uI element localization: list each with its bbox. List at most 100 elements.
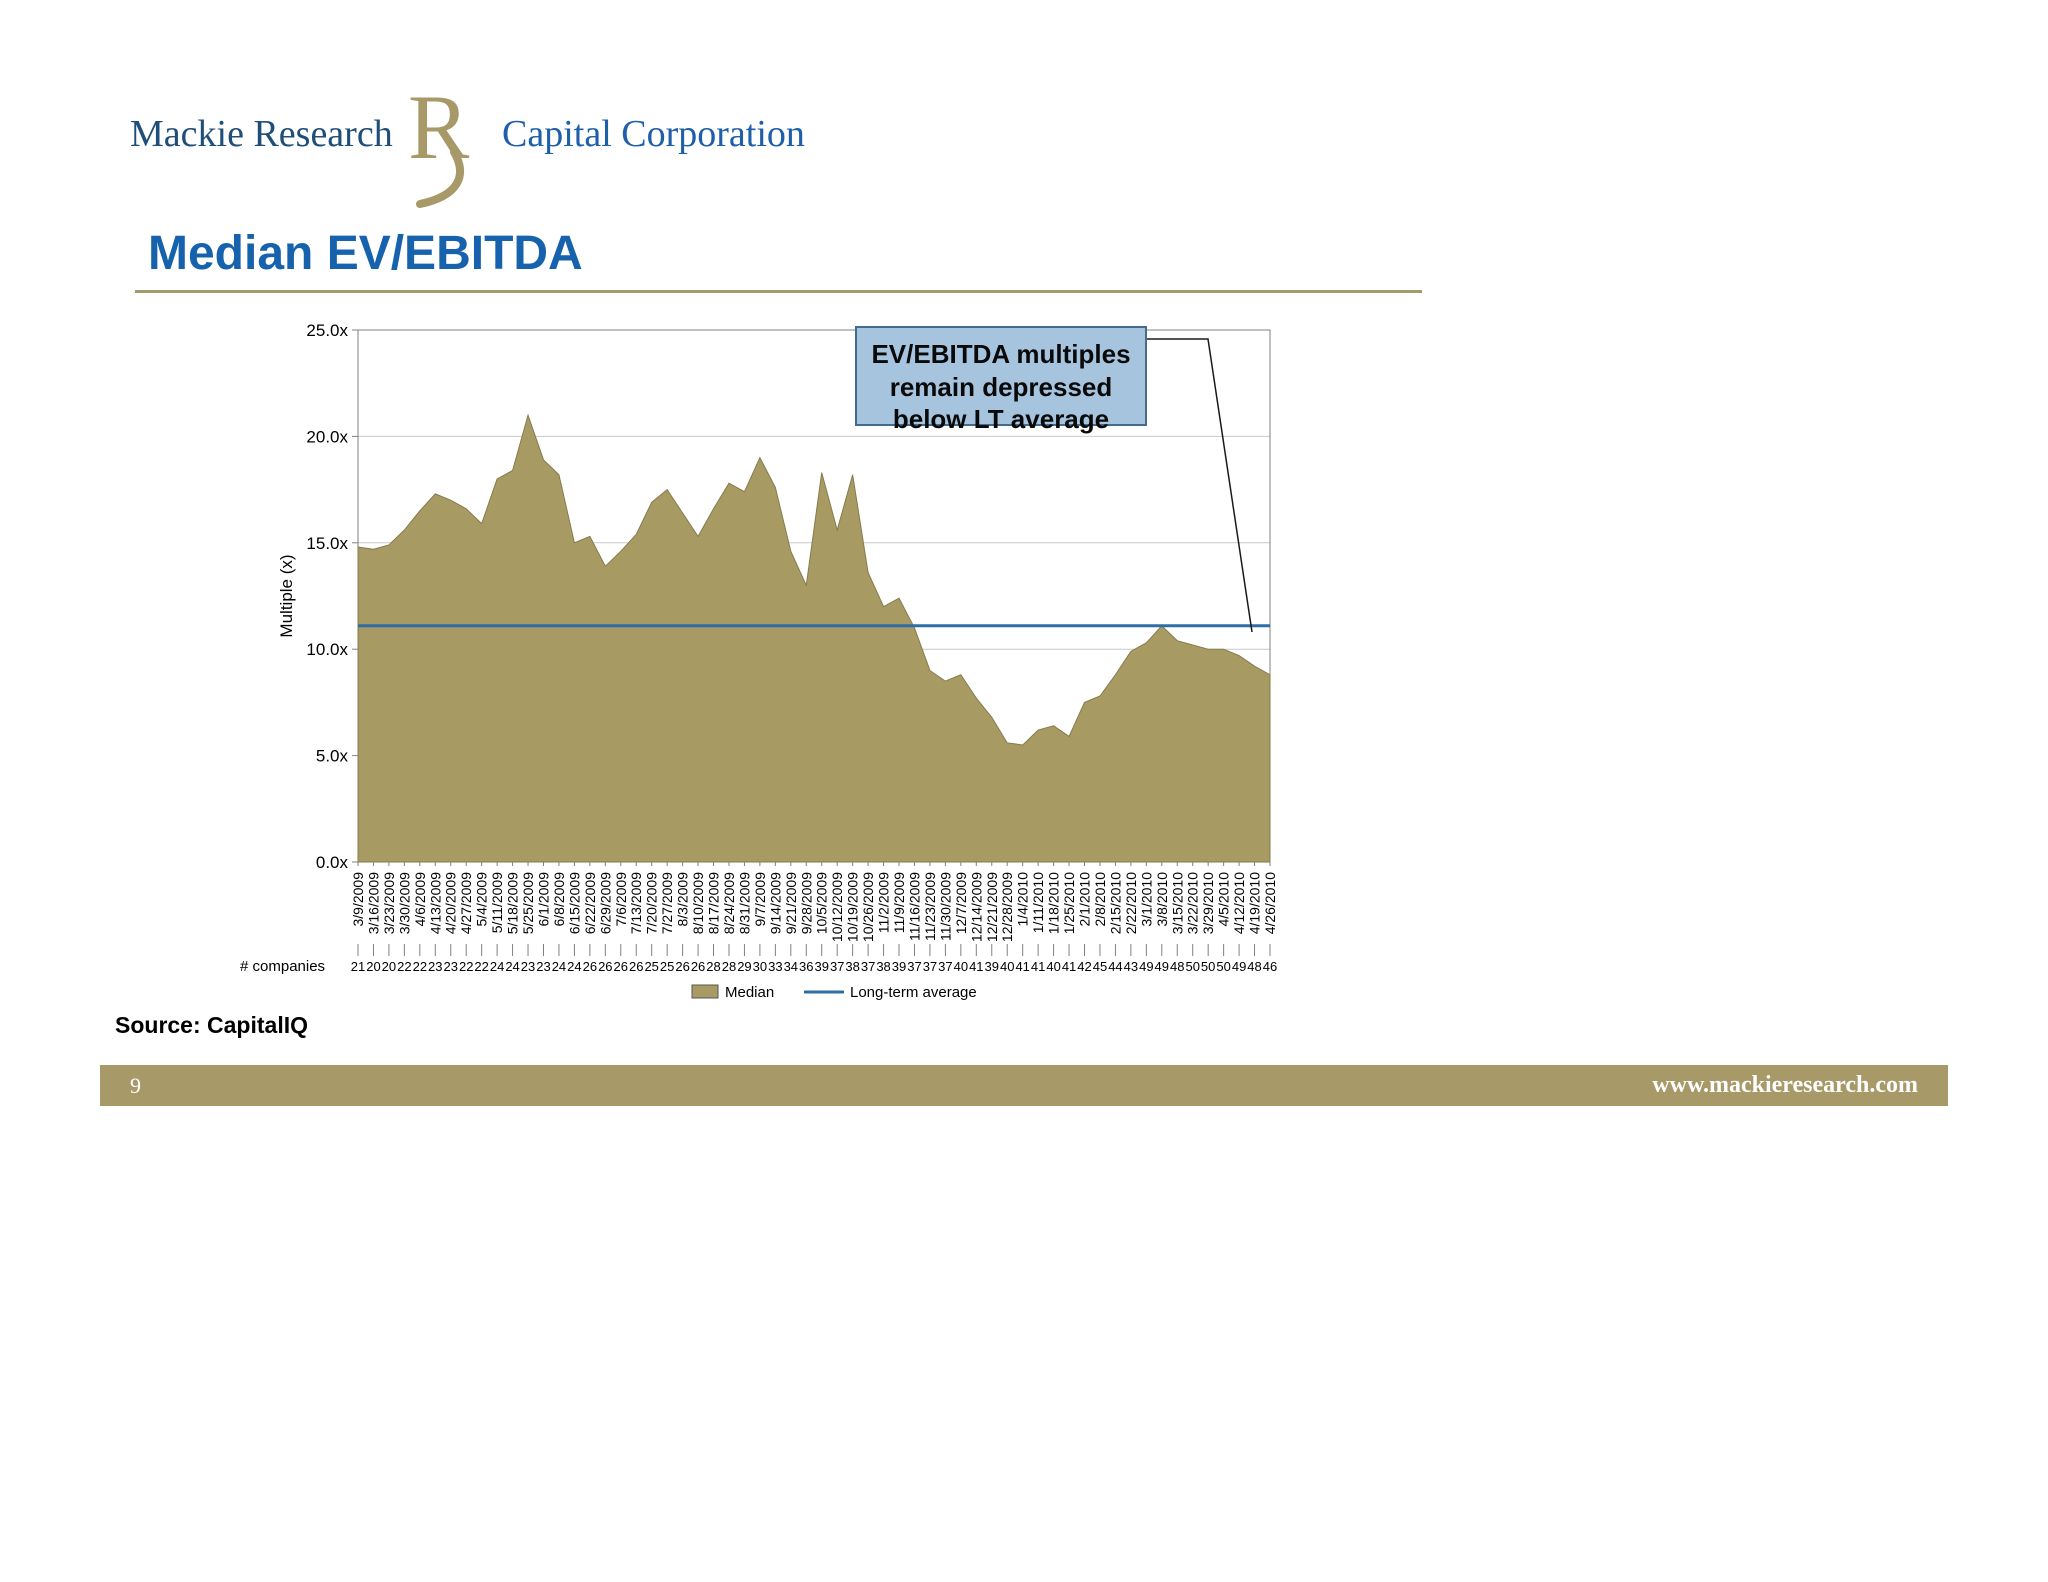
companies-count: 49 bbox=[1155, 959, 1169, 974]
companies-count: 40 bbox=[954, 959, 968, 974]
companies-count: 20 bbox=[382, 959, 396, 974]
companies-count: 23 bbox=[428, 959, 442, 974]
y-axis-title: Multiple (x) bbox=[277, 554, 296, 637]
x-tick-label: 8/31/2009 bbox=[736, 872, 752, 934]
x-tick-label: 12/7/2009 bbox=[953, 872, 969, 934]
logo-swoosh-tail bbox=[416, 148, 464, 208]
x-tick-label: 4/26/2010 bbox=[1262, 872, 1278, 934]
x-tick-label: 5/4/2009 bbox=[474, 872, 490, 927]
x-tick-label: 3/9/2009 bbox=[350, 872, 366, 927]
x-tick-label: 4/19/2010 bbox=[1247, 872, 1263, 934]
x-tick-label: 10/5/2009 bbox=[814, 872, 830, 934]
companies-count: 30 bbox=[753, 959, 767, 974]
companies-count: 28 bbox=[706, 959, 720, 974]
companies-count: 39 bbox=[892, 959, 906, 974]
x-tick-label: 6/15/2009 bbox=[566, 872, 582, 934]
companies-count: 39 bbox=[814, 959, 828, 974]
x-tick-label: 7/6/2009 bbox=[613, 872, 629, 927]
x-tick-label: 3/1/2010 bbox=[1138, 872, 1154, 927]
companies-count: 42 bbox=[1077, 959, 1091, 974]
companies-count: 24 bbox=[490, 959, 504, 974]
x-tick-label: 4/13/2009 bbox=[427, 872, 443, 934]
companies-count: 37 bbox=[861, 959, 875, 974]
companies-count: 41 bbox=[1062, 959, 1076, 974]
x-tick-label: 12/14/2009 bbox=[968, 872, 984, 942]
x-tick-label: 11/2/2009 bbox=[876, 872, 892, 933]
companies-count: 49 bbox=[1232, 959, 1246, 974]
companies-count: 22 bbox=[474, 959, 488, 974]
x-tick-label: 9/14/2009 bbox=[767, 872, 783, 934]
x-tick-label: 3/29/2010 bbox=[1200, 872, 1216, 934]
companies-count: 41 bbox=[1031, 959, 1045, 974]
y-tick-label: 10.0x bbox=[306, 640, 348, 659]
companies-count: 22 bbox=[397, 959, 411, 974]
logo-r-swoosh-icon: R bbox=[408, 82, 470, 208]
page-number: 9 bbox=[130, 1072, 141, 1098]
x-tick-label: 8/3/2009 bbox=[675, 872, 691, 927]
companies-count: 44 bbox=[1108, 959, 1122, 974]
legend-average-label: Long-term average bbox=[850, 984, 977, 1001]
legend-median-label: Median bbox=[725, 984, 774, 1001]
footer-bar: 9 www.mackieresearch.com bbox=[100, 1065, 1948, 1106]
x-tick-label: 9/21/2009 bbox=[783, 872, 799, 934]
x-tick-label: 4/27/2009 bbox=[458, 872, 474, 934]
companies-count: 26 bbox=[691, 959, 705, 974]
x-tick-label: 5/11/2009 bbox=[489, 872, 505, 933]
x-tick-label: 10/26/2009 bbox=[860, 872, 876, 942]
companies-count: 50 bbox=[1185, 959, 1199, 974]
x-tick-label: 1/25/2010 bbox=[1061, 872, 1077, 934]
companies-count: 50 bbox=[1216, 959, 1230, 974]
y-tick-label: 5.0x bbox=[316, 747, 349, 766]
median-area-series bbox=[357, 413, 1271, 863]
x-tick-label: 7/13/2009 bbox=[628, 872, 644, 934]
x-tick-label: 11/16/2009 bbox=[906, 872, 922, 941]
x-tick-label: 12/28/2009 bbox=[999, 872, 1015, 942]
companies-count: 37 bbox=[923, 959, 937, 974]
companies-count: 24 bbox=[567, 959, 581, 974]
legend-median-swatch bbox=[691, 984, 719, 999]
title-divider bbox=[135, 290, 1422, 293]
x-tick-label: 9/7/2009 bbox=[752, 872, 768, 927]
x-tick-label: 7/20/2009 bbox=[644, 872, 660, 934]
x-tick-label: 4/6/2009 bbox=[412, 872, 428, 927]
companies-count: 37 bbox=[907, 959, 921, 974]
x-tick-label: 4/5/2010 bbox=[1216, 872, 1232, 927]
x-tick-label: 11/23/2009 bbox=[922, 872, 938, 941]
x-tick-label: 3/30/2009 bbox=[396, 872, 412, 934]
companies-count: 40 bbox=[1046, 959, 1060, 974]
companies-count: 33 bbox=[768, 959, 782, 974]
companies-count: 24 bbox=[505, 959, 519, 974]
x-tick-label: 1/11/2010 bbox=[1030, 872, 1046, 933]
logo-text-capital-corporation: Capital Corporation bbox=[502, 113, 805, 155]
companies-count: 29 bbox=[737, 959, 751, 974]
companies-count: 36 bbox=[799, 959, 813, 974]
logo-text-mackie-research: Mackie Research bbox=[130, 113, 393, 155]
ev-ebitda-chart: 0.0x 5.0x 10.0x 15.0x 20.0x 25.0x Multiple (x)… bbox=[230, 315, 1370, 1015]
companies-count: 46 bbox=[1263, 959, 1277, 974]
x-tick-label: 8/10/2009 bbox=[690, 872, 706, 934]
companies-count: 23 bbox=[444, 959, 458, 974]
x-tick-label: 2/8/2010 bbox=[1092, 872, 1108, 927]
x-tick-label: 7/27/2009 bbox=[659, 872, 675, 934]
x-tick-label: 2/1/2010 bbox=[1077, 872, 1093, 927]
x-tick-label: 4/12/2010 bbox=[1231, 872, 1247, 934]
x-tick-label: 3/16/2009 bbox=[365, 872, 381, 934]
companies-count: 38 bbox=[845, 959, 859, 974]
chart-canvas: 0.0x 5.0x 10.0x 15.0x 20.0x 25.0x Multiple (x)… bbox=[240, 321, 1278, 1001]
companies-count: 50 bbox=[1201, 959, 1215, 974]
x-tick-label: 9/28/2009 bbox=[798, 872, 814, 934]
source-note: Source: CapitalIQ bbox=[115, 1012, 308, 1038]
companies-count: 41 bbox=[969, 959, 983, 974]
companies-count: 34 bbox=[784, 959, 798, 974]
companies-count: 20 bbox=[366, 959, 380, 974]
companies-count: 41 bbox=[1015, 959, 1029, 974]
x-tick-label: 11/9/2009 bbox=[891, 872, 907, 933]
x-tick-label: 3/8/2010 bbox=[1154, 872, 1170, 927]
y-tick-label: 0.0x bbox=[316, 853, 349, 872]
x-tick-label: 4/20/2009 bbox=[443, 872, 459, 934]
website-link[interactable]: www.mackieresearch.com bbox=[1652, 1072, 1918, 1098]
companies-count: 48 bbox=[1247, 959, 1261, 974]
companies-count: 23 bbox=[536, 959, 550, 974]
x-tick-label: 6/22/2009 bbox=[582, 872, 598, 934]
y-tick-label: 25.0x bbox=[306, 321, 348, 340]
